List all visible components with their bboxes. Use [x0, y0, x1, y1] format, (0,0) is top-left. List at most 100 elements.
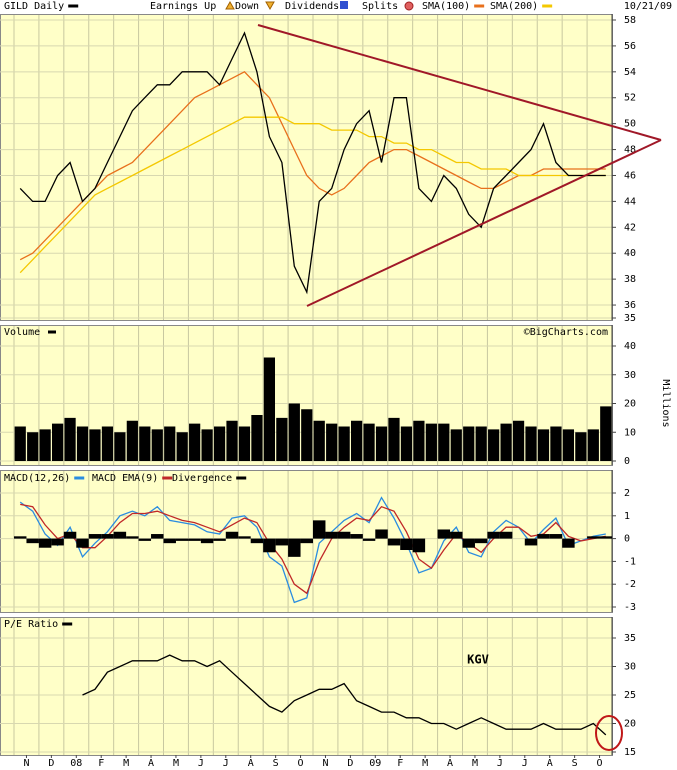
legend-label: Dividends	[285, 1, 339, 12]
volume-bar	[164, 426, 176, 461]
panel-title: Volume	[4, 327, 40, 338]
y-tick-label: 1	[624, 511, 630, 522]
y-tick-label: 46	[624, 170, 636, 181]
y-tick-label: 0	[624, 456, 630, 467]
divergence-bar	[537, 534, 550, 539]
volume-bar	[139, 426, 151, 461]
divergence-bar	[562, 538, 575, 548]
volume-bar	[500, 423, 512, 461]
divergence-bar	[126, 536, 139, 539]
divergence-bar	[462, 538, 475, 548]
volume-bar	[226, 420, 238, 461]
y-tick-label: 0	[624, 534, 630, 545]
x-tick-label: A	[148, 758, 154, 769]
divergence-bar	[587, 536, 600, 539]
divergence-bar	[188, 538, 201, 541]
volume-bar	[89, 429, 101, 461]
x-tick-label: J	[223, 758, 229, 769]
series-line	[19, 116, 606, 274]
volume-bar	[525, 426, 537, 461]
y-tick-label: -3	[624, 602, 636, 613]
x-tick-label: M	[123, 758, 129, 769]
volume-bar	[14, 426, 26, 461]
volume-bar	[114, 432, 126, 461]
x-tick-label: D	[347, 758, 353, 769]
divergence-bar	[175, 538, 189, 541]
volume-bar	[575, 432, 587, 461]
divergence-bar	[76, 538, 89, 548]
divergence-bar	[263, 538, 276, 553]
y-tick-label: 50	[624, 119, 636, 130]
x-tick-label: S	[572, 758, 578, 769]
x-tick-label: M	[173, 758, 179, 769]
divergence-bar	[362, 538, 376, 541]
trendline-upper	[257, 24, 662, 141]
volume-bar	[76, 426, 89, 461]
divergence-bar	[200, 538, 214, 544]
volume-bar	[463, 426, 475, 461]
legend-label: Earnings Up	[150, 1, 216, 12]
earnings-up-icon	[225, 0, 235, 10]
volume-bar	[276, 417, 288, 461]
volume-bar	[338, 426, 350, 461]
divergence-bar	[375, 529, 388, 539]
volume-bar	[189, 423, 201, 461]
legend-label: MACD(12,26)	[4, 473, 70, 484]
volume-bar	[450, 429, 462, 461]
series-line	[82, 654, 607, 736]
volume-bar	[238, 426, 251, 461]
volume-bar	[350, 420, 363, 461]
divergence-bar	[63, 531, 77, 539]
divergence-bar	[499, 531, 513, 539]
x-tick-label: N	[322, 758, 328, 769]
x-tick-label: M	[472, 758, 478, 769]
divergence-bar	[38, 538, 52, 548]
volume-bar	[375, 426, 388, 461]
y-tick-label: 40	[624, 248, 636, 259]
divergence-bar	[238, 536, 251, 539]
volume-bar	[413, 420, 425, 461]
volume-bar	[288, 403, 300, 461]
y-tick-label: 35	[624, 633, 636, 644]
y-tick-label: 10	[624, 427, 636, 438]
divergence-bar	[101, 534, 114, 539]
split-icon	[404, 1, 414, 11]
divergence-bar	[163, 538, 176, 544]
legend-label: MACD EMA(9)	[92, 473, 158, 484]
divergence-bar	[524, 538, 538, 546]
legend-label: GILD Daily	[4, 1, 64, 12]
series-line	[19, 70, 606, 261]
x-tick-label: J	[522, 758, 528, 769]
earnings-down-icon	[265, 1, 275, 11]
volume-bar	[488, 429, 500, 461]
divergence-bar	[437, 529, 451, 539]
divergence-bar	[138, 538, 152, 541]
x-tick-label: 09	[369, 758, 381, 769]
panel	[0, 617, 613, 756]
volume-bar	[201, 429, 213, 461]
divergence-bar	[400, 538, 413, 550]
divergence-bar	[113, 531, 127, 539]
y-tick-label: 38	[624, 274, 636, 285]
credit: ©BigCharts.com	[524, 327, 608, 338]
divergence-bar	[325, 531, 338, 539]
series-line	[19, 496, 606, 604]
x-tick-label: M	[422, 758, 428, 769]
y-tick-label: 44	[624, 196, 636, 207]
divergence-bar	[300, 538, 313, 544]
divergence-bar	[88, 534, 102, 539]
date: 10/21/09	[624, 1, 672, 12]
y-tick-label: 25	[624, 690, 636, 701]
x-tick-label: A	[447, 758, 453, 769]
volume-bar	[313, 420, 325, 461]
volume-bar	[101, 426, 114, 461]
y-tick-label: 20	[624, 399, 636, 410]
volume-bar	[64, 417, 76, 461]
y-tick-label: 52	[624, 93, 636, 104]
volume-bar	[587, 429, 599, 461]
x-tick-label: A	[547, 758, 553, 769]
x-tick-label: F	[397, 758, 403, 769]
volume-bar	[326, 423, 338, 461]
y-tick-label: 54	[624, 67, 636, 78]
